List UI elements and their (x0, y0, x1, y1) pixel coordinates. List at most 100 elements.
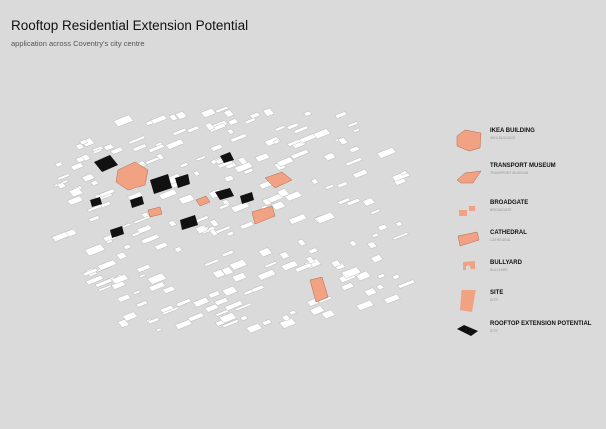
building-block (167, 220, 177, 227)
building-block (370, 254, 384, 263)
building-block (186, 125, 200, 133)
building-block (363, 287, 378, 297)
building-block (121, 222, 132, 229)
building-block (223, 174, 235, 183)
building-block (178, 193, 196, 205)
building-block (272, 139, 280, 145)
building-block (290, 149, 310, 160)
building-block (239, 315, 249, 322)
building-block (355, 299, 375, 311)
building-block (288, 309, 297, 316)
building-block (75, 156, 86, 163)
building-block (276, 188, 290, 198)
site (309, 276, 329, 303)
ikea-building (115, 161, 149, 191)
building-block (172, 127, 188, 136)
building-block (223, 109, 235, 118)
building-block (82, 267, 99, 277)
building-block (348, 145, 361, 154)
building-block (376, 147, 397, 159)
building-block (264, 136, 281, 147)
building-block (168, 113, 179, 122)
building-block (194, 215, 210, 223)
building-block (135, 300, 149, 308)
building-block (310, 178, 319, 185)
building-block (266, 192, 285, 204)
building-block (214, 106, 229, 114)
building-block (138, 273, 147, 279)
building-block (254, 152, 271, 163)
building-block (218, 203, 230, 210)
legend-item-bullyard: BULLYARD BULLYARD (455, 260, 605, 290)
highlighted-buildings (115, 161, 329, 303)
building-block (56, 182, 67, 190)
building-block (136, 224, 153, 234)
building-block (192, 170, 201, 177)
building-block (242, 167, 255, 175)
building-block (204, 303, 220, 313)
building-block (56, 173, 71, 181)
building-block (258, 247, 273, 258)
building-block (245, 322, 263, 334)
broadgate-icon (459, 206, 475, 216)
building-block (140, 233, 161, 245)
building-block (54, 161, 64, 168)
building-block (150, 114, 168, 125)
building-block (224, 300, 244, 311)
legend-item-broadgate: BROADGATE BROADGATE (455, 200, 605, 230)
building-block (318, 296, 333, 304)
building-block (309, 305, 325, 316)
building-block (377, 223, 389, 231)
building-block (281, 314, 291, 322)
building-block (226, 230, 235, 237)
page-title: Rooftop Residential Extension Potential (11, 18, 249, 33)
building-block (256, 269, 277, 281)
building-block (376, 273, 386, 279)
ikea-building-icon (456, 129, 482, 152)
building-block (231, 272, 248, 283)
building-block (355, 270, 372, 282)
building-block (321, 309, 336, 320)
building-block (192, 297, 210, 308)
building-block (162, 285, 176, 294)
building-block (127, 191, 145, 202)
building-block (280, 260, 299, 272)
building-block (314, 211, 336, 224)
building-block (204, 258, 220, 267)
building-block (94, 278, 113, 288)
building-block (144, 156, 161, 165)
building-block (340, 282, 355, 291)
building-block (220, 266, 234, 276)
building-block (113, 114, 134, 128)
building-block (274, 125, 286, 132)
building-block (127, 135, 146, 145)
building-block (105, 239, 114, 244)
building-block (352, 128, 361, 133)
building-block (209, 228, 219, 237)
building-block (215, 309, 230, 317)
building-block (371, 232, 380, 238)
building-block (264, 261, 278, 269)
building-block (200, 107, 217, 118)
building-block (330, 259, 342, 268)
building-block (70, 162, 85, 171)
site-icon (460, 290, 476, 312)
bullyard-icon (463, 261, 475, 270)
page-subtitle: application across Coventry's city centr… (11, 39, 145, 48)
building-block (116, 293, 132, 303)
building-block (218, 312, 238, 324)
building-block (395, 221, 404, 227)
transport-museum (264, 171, 293, 189)
building-block (147, 317, 160, 325)
building-block (179, 162, 190, 168)
building-block (115, 251, 128, 260)
building-block (228, 258, 248, 271)
building-block (85, 275, 105, 286)
building-block (294, 262, 313, 273)
building-block (122, 244, 132, 250)
building-block (244, 117, 257, 125)
building-block (122, 311, 138, 322)
building-block (132, 143, 148, 152)
building-block (88, 215, 101, 223)
building-block (175, 298, 192, 307)
